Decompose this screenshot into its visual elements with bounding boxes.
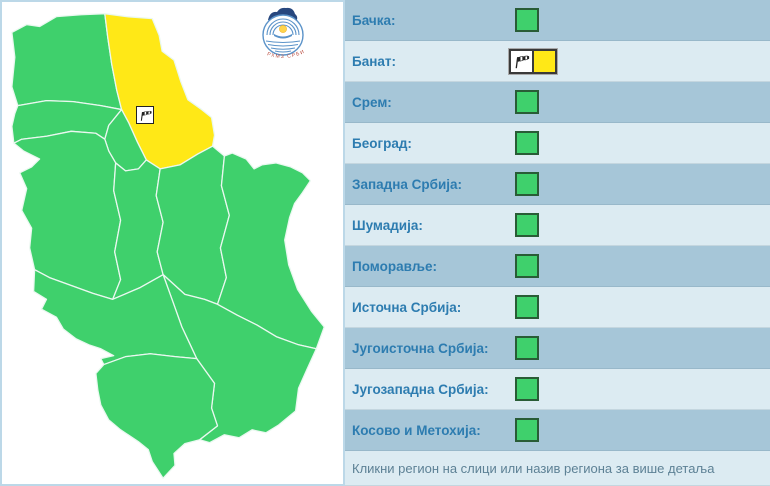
rhmz-logo: РХМЗ СРБИЈЕ: [251, 2, 314, 64]
footer-hint-row: Кликни регион на слици или назив региона…: [345, 451, 770, 486]
status-box-green: [515, 90, 539, 114]
region-row-jugozapadna-srbija[interactable]: Југозападна Србија:: [345, 369, 770, 410]
region-label[interactable]: Западна Србија:: [352, 176, 462, 192]
region-label[interactable]: Шумадија:: [352, 217, 423, 233]
region-row-pomoravlje[interactable]: Поморавље:: [345, 246, 770, 287]
map-region-kosovo-i-metohija[interactable]: [95, 353, 219, 479]
region-row-jugoistocna-srbija[interactable]: Југоисточна Србија:: [345, 328, 770, 369]
wind-warning-indicator: [508, 47, 558, 75]
status-box-green: [515, 131, 539, 155]
windsock-icon: [140, 110, 152, 121]
region-label[interactable]: Косово и Метохија:: [352, 422, 481, 438]
region-list: Бачка: Банат: Срем: Београд: Западна Срб…: [345, 0, 770, 486]
status-box-green: [515, 295, 539, 319]
map-region-istocna-srbija[interactable]: [216, 152, 325, 350]
rhmz-logo-image: РХМЗ СРБИЈЕ: [251, 2, 305, 60]
map-region-zapadna-srbija[interactable]: [13, 130, 122, 300]
region-row-srem[interactable]: Срем:: [345, 82, 770, 123]
logo-book: [274, 34, 292, 39]
region-row-banat[interactable]: Банат:: [345, 41, 770, 82]
region-label[interactable]: Банат:: [352, 53, 396, 69]
region-row-zapadna-srbija[interactable]: Западна Србија:: [345, 164, 770, 205]
status-box-yellow: [533, 48, 557, 74]
serbia-map: [11, 13, 325, 479]
windsock-icon: [509, 48, 533, 74]
region-label[interactable]: Југоисточна Србија:: [352, 340, 489, 356]
status-box-green: [515, 377, 539, 401]
region-label[interactable]: Поморавље:: [352, 258, 437, 274]
region-row-kosovo-i-metohija[interactable]: Косово и Метохија:: [345, 410, 770, 451]
status-box-green: [515, 213, 539, 237]
status-box-green: [515, 336, 539, 360]
region-label[interactable]: Београд:: [352, 135, 412, 151]
region-label[interactable]: Бачка:: [352, 12, 396, 28]
status-box-green: [515, 172, 539, 196]
map-region-backa[interactable]: [11, 13, 123, 111]
status-box-green: [515, 8, 539, 32]
region-row-backa[interactable]: Бачка:: [345, 0, 770, 41]
map-windsock-icon[interactable]: [136, 106, 154, 124]
footer-hint-text: Кликни регион на слици или назив региона…: [352, 460, 715, 476]
region-row-sumadija[interactable]: Шумадија:: [345, 205, 770, 246]
region-label[interactable]: Срем:: [352, 94, 392, 110]
status-box-green: [515, 254, 539, 278]
map-panel: РХМЗ СРБИЈЕ: [0, 0, 345, 486]
region-label[interactable]: Југозападна Србија:: [352, 381, 489, 397]
region-row-beograd[interactable]: Београд:: [345, 123, 770, 164]
logo-sun: [279, 25, 287, 33]
region-row-istocna-srbija[interactable]: Источна Србија:: [345, 287, 770, 328]
region-label[interactable]: Источна Србија:: [352, 299, 462, 315]
status-box-green: [515, 418, 539, 442]
